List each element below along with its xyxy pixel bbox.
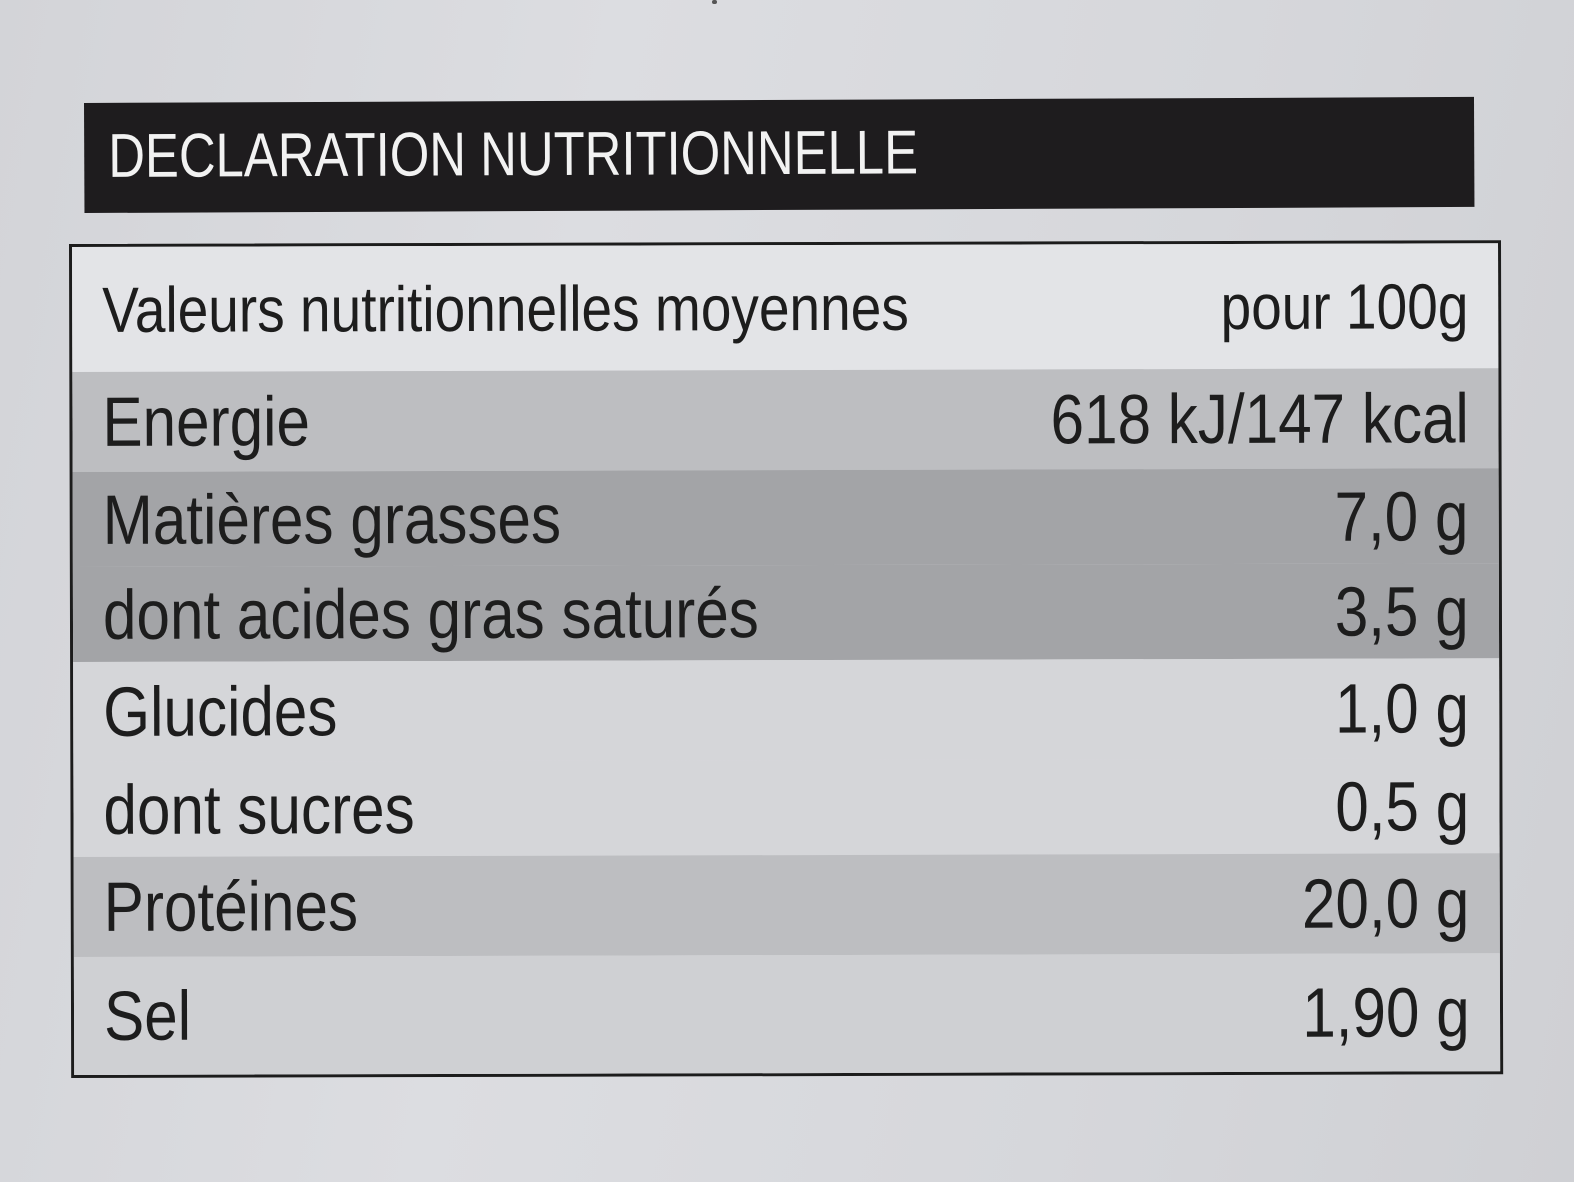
table-row: Matières grasses 7,0 g <box>72 468 1499 567</box>
row-label-acides-gras-satures: dont acides gras saturés <box>102 573 759 654</box>
page-title: DECLARATION NUTRITIONNELLE <box>108 118 919 191</box>
row-value-energie: 618 kJ/147 kcal <box>1050 379 1469 459</box>
dust-speck <box>712 0 717 4</box>
row-label-sel: Sel <box>103 976 192 1055</box>
row-value-proteines: 20,0 g <box>1302 864 1470 943</box>
table-header-value: pour 100g <box>1220 269 1469 343</box>
table-row: dont acides gras saturés 3,5 g <box>72 563 1500 662</box>
row-label-energie: Energie <box>102 382 311 461</box>
row-value-sel: 1,90 g <box>1302 973 1471 1052</box>
row-value-matieres-grasses: 7,0 g <box>1334 476 1469 556</box>
row-value-sucres: 0,5 g <box>1335 766 1470 846</box>
title-banner: DECLARATION NUTRITIONNELLE <box>84 96 1475 213</box>
table-row: dont sucres 0,5 g <box>73 758 1500 857</box>
table-row: Protéines 20,0 g <box>73 853 1500 957</box>
table-header-label: Valeurs nutritionnelles moyennes <box>102 271 909 346</box>
table-header-row: Valeurs nutritionnelles moyennes pour 10… <box>72 243 1499 372</box>
table-row: Glucides 1,0 g <box>73 658 1500 762</box>
row-label-proteines: Protéines <box>103 867 359 946</box>
row-label-matieres-grasses: Matières grasses <box>102 479 562 559</box>
table-row: Energie 618 kJ/147 kcal <box>72 368 1499 472</box>
nutrition-table: Valeurs nutritionnelles moyennes pour 10… <box>69 240 1504 1078</box>
row-label-glucides: Glucides <box>103 672 338 751</box>
row-value-glucides: 1,0 g <box>1335 669 1470 748</box>
row-label-sucres: dont sucres <box>103 769 415 849</box>
table-row: Sel 1,90 g <box>73 953 1501 1075</box>
row-value-acides-gras-satures: 3,5 g <box>1334 571 1470 651</box>
